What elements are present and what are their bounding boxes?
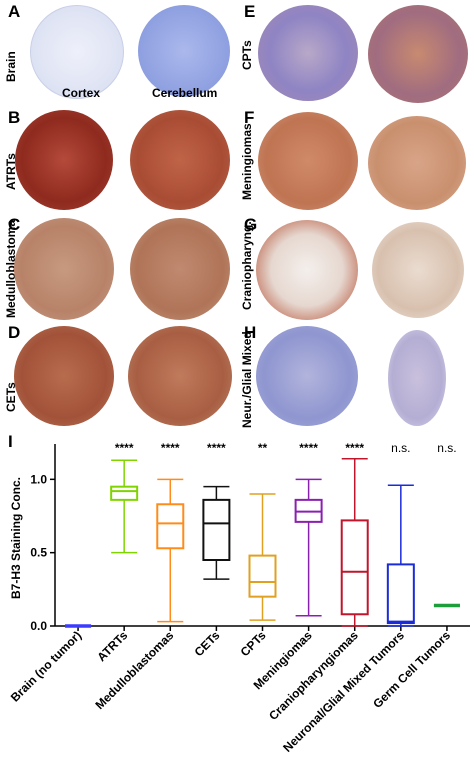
panel-letter-c: C bbox=[8, 215, 21, 234]
tissue-core-neurglial-left bbox=[256, 326, 358, 426]
category-label: CETs bbox=[192, 628, 223, 659]
panel-letter-f: F bbox=[244, 108, 255, 127]
row-label-cpts: CPTs bbox=[240, 40, 254, 70]
significance-label: ** bbox=[258, 441, 268, 455]
category-label: Medulloblastomas bbox=[92, 628, 176, 712]
tissue-core-cpt-left bbox=[258, 5, 358, 101]
panel-letter-e: E bbox=[244, 2, 256, 21]
tissue-core-meningioma-left bbox=[258, 112, 358, 210]
box bbox=[340, 519, 369, 616]
panel-letter-b: B bbox=[8, 108, 21, 127]
box bbox=[248, 554, 277, 598]
category-label: ATRTs bbox=[94, 628, 130, 664]
tissue-core-medullo-right bbox=[130, 218, 230, 320]
category-label: Craniopharyngiomas bbox=[266, 628, 361, 723]
box bbox=[202, 498, 231, 562]
category-label: CPTs bbox=[238, 628, 269, 659]
category-label: Germ Cell Tumors bbox=[370, 628, 453, 711]
tissue-core-atrt-left bbox=[15, 110, 113, 210]
box bbox=[386, 563, 415, 625]
col-label-cerebellum: Cerebellum bbox=[152, 86, 218, 100]
panel-letter-g: G bbox=[244, 215, 258, 234]
row-label-brain: Brain bbox=[4, 51, 18, 82]
tissue-core-neurglial-right bbox=[388, 330, 446, 426]
box bbox=[110, 485, 139, 501]
significance-label: **** bbox=[207, 441, 226, 455]
tissue-core-medullo-left bbox=[14, 218, 114, 320]
significance-label: n.s. bbox=[437, 441, 456, 455]
tissue-core-cet-left bbox=[14, 326, 114, 426]
category-label: Brain (no tumor) bbox=[8, 628, 84, 704]
y-tick-label: 0.0 bbox=[30, 619, 47, 633]
significance-label: **** bbox=[161, 441, 180, 455]
tissue-core-meningioma-right bbox=[368, 116, 466, 210]
significance-label: **** bbox=[345, 441, 364, 455]
panel-letter-h: H bbox=[244, 323, 257, 342]
row-label-neur-glial: Neur./Glial Mixed bbox=[240, 331, 254, 428]
col-label-cortex: Cortex bbox=[62, 86, 101, 100]
y-tick-label: 0.5 bbox=[30, 546, 47, 560]
y-axis-label: B7-H3 Staining Conc. bbox=[9, 477, 23, 599]
row-label-meningiomas: Meningiomas bbox=[240, 123, 254, 200]
box bbox=[156, 503, 185, 550]
y-tick-label: 1.0 bbox=[30, 472, 47, 486]
tissue-core-brain-cerebellum bbox=[138, 5, 230, 97]
panel-letter-i: I bbox=[8, 432, 13, 451]
panel-letter-a: A bbox=[8, 2, 21, 21]
tissue-core-cranio-left bbox=[256, 220, 358, 320]
tissue-core-atrt-right bbox=[130, 110, 230, 210]
tissue-core-brain-cortex bbox=[30, 5, 124, 99]
row-label-craniopharyng: Craniopharyng. bbox=[240, 221, 254, 310]
tissue-core-cranio-right bbox=[372, 222, 464, 318]
significance-label: **** bbox=[299, 441, 318, 455]
significance-label: **** bbox=[115, 441, 134, 455]
box-plot-chart: 0.0 0.5 1.0 B7-H3 Staining Conc. Brain (no t… bbox=[8, 441, 470, 755]
significance-label: n.s. bbox=[391, 441, 410, 455]
tissue-core-cet-right bbox=[128, 326, 232, 426]
panel-letter-d: D bbox=[8, 323, 21, 342]
tissue-core-cpt-right bbox=[368, 5, 468, 103]
